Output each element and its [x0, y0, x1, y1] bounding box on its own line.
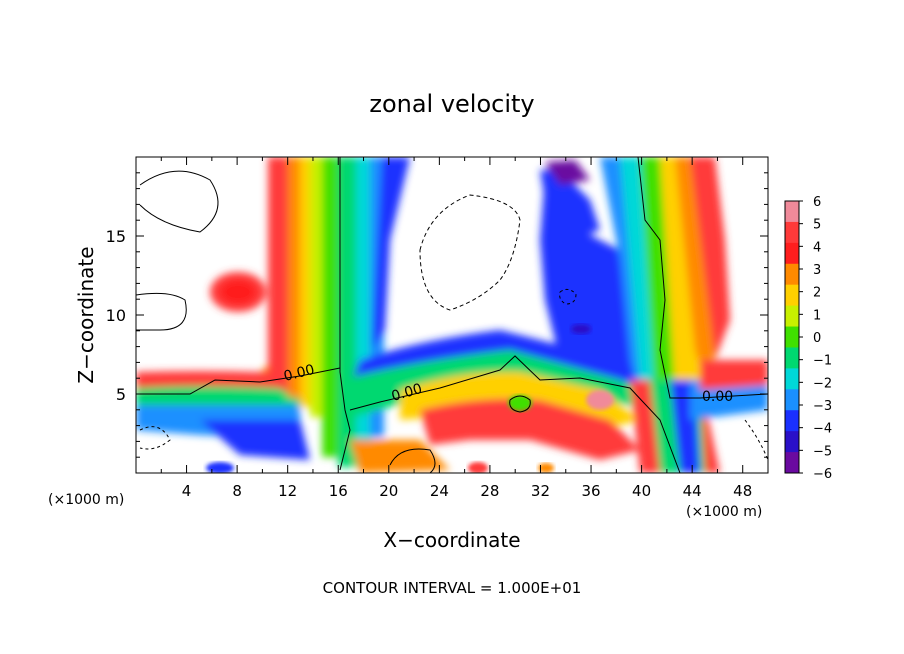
- colorbar-swatch: [785, 368, 799, 390]
- contour-loop-bottom: [389, 448, 436, 473]
- contour-dashed-bottomright: [744, 419, 768, 461]
- colorbar-swatch: [785, 452, 799, 474]
- contour-label: 0.00: [282, 362, 316, 385]
- contour-loop-left: [136, 292, 187, 331]
- colorbar-swatch: [785, 389, 799, 411]
- y-axis-label: Z−coordinate: [74, 246, 98, 383]
- colorbar-swatch: [785, 410, 799, 432]
- colorbar-label: −2: [813, 376, 832, 391]
- y-axis: 5 10 15: [106, 172, 768, 458]
- contour-dashed-bottomleft: [139, 426, 171, 450]
- colorbar-label: 2: [813, 286, 821, 301]
- x-tick-label: 48: [733, 482, 752, 500]
- contour-lines: [136, 157, 768, 473]
- x-axis-label: X−coordinate: [383, 528, 520, 552]
- colorbar-label: −1: [813, 354, 832, 369]
- x-tick-label: 40: [632, 482, 651, 500]
- x-unit-right: (×1000 m): [686, 504, 762, 520]
- contour-zero-left: [136, 367, 341, 395]
- x-tick-label: 36: [581, 482, 600, 500]
- contour-loop-topleft: [139, 170, 219, 233]
- contour-loop-small: [509, 395, 531, 413]
- y-tick-label: 15: [106, 227, 126, 246]
- contour-interval-footer: CONTOUR INTERVAL = 1.000E+01: [323, 579, 582, 597]
- x-tick-label: 8: [232, 482, 242, 500]
- colorbar-label: −3: [813, 399, 832, 414]
- colorbar-label: 4: [813, 240, 821, 255]
- x-axis: 4 8 12 16 20 24 28 32 36 40 44 48: [160, 157, 752, 500]
- contour-dashed-center: [419, 194, 521, 311]
- x-tick-label: 28: [480, 482, 499, 500]
- contour-label: 0.00: [702, 389, 733, 405]
- x-tick-label: 24: [430, 482, 449, 500]
- x-unit-left: (×1000 m): [48, 492, 124, 508]
- colorbar-swatch: [785, 431, 799, 453]
- colorbar-label: 0: [813, 331, 821, 346]
- colorbar-swatch: [785, 201, 799, 223]
- x-tick-label: 32: [531, 482, 550, 500]
- x-tick-label: 12: [278, 482, 297, 500]
- contour-dashed-small: [559, 288, 577, 305]
- contour-zero-right: [637, 157, 768, 399]
- colorbar-label: 1: [813, 308, 821, 323]
- colorbar-swatch: [785, 242, 799, 265]
- chart-title: zonal velocity: [369, 90, 534, 118]
- y-tick-label: 5: [116, 385, 126, 404]
- colorbar-swatch: [785, 221, 799, 244]
- x-tick-label: 4: [182, 482, 192, 500]
- colorbar-swatch: [785, 263, 799, 286]
- colorbar-label: 5: [813, 218, 821, 233]
- colorbar-swatch: [785, 305, 799, 328]
- heatmap-field: [136, 157, 768, 473]
- contour-zero-middle: [349, 355, 681, 473]
- colorbar: 6 5 4 3 2 1 0 −1 −2 −3 −4 −5 −6: [784, 195, 832, 482]
- colorbar-label: −5: [813, 444, 832, 459]
- colorbar-label: −6: [813, 467, 832, 482]
- colorbar-swatch: [785, 284, 799, 307]
- x-tick-label: 20: [379, 482, 398, 500]
- colorbar-label: 6: [813, 195, 821, 210]
- x-tick-label: 16: [329, 482, 348, 500]
- x-tick-label: 44: [683, 482, 702, 500]
- contour-zero-vertical: [339, 157, 351, 471]
- colorbar-label: 3: [813, 263, 821, 278]
- colorbar-label: −4: [813, 422, 832, 437]
- colorbar-swatch: [785, 347, 799, 369]
- y-tick-label: 10: [106, 306, 126, 325]
- colorbar-swatch: [785, 326, 799, 348]
